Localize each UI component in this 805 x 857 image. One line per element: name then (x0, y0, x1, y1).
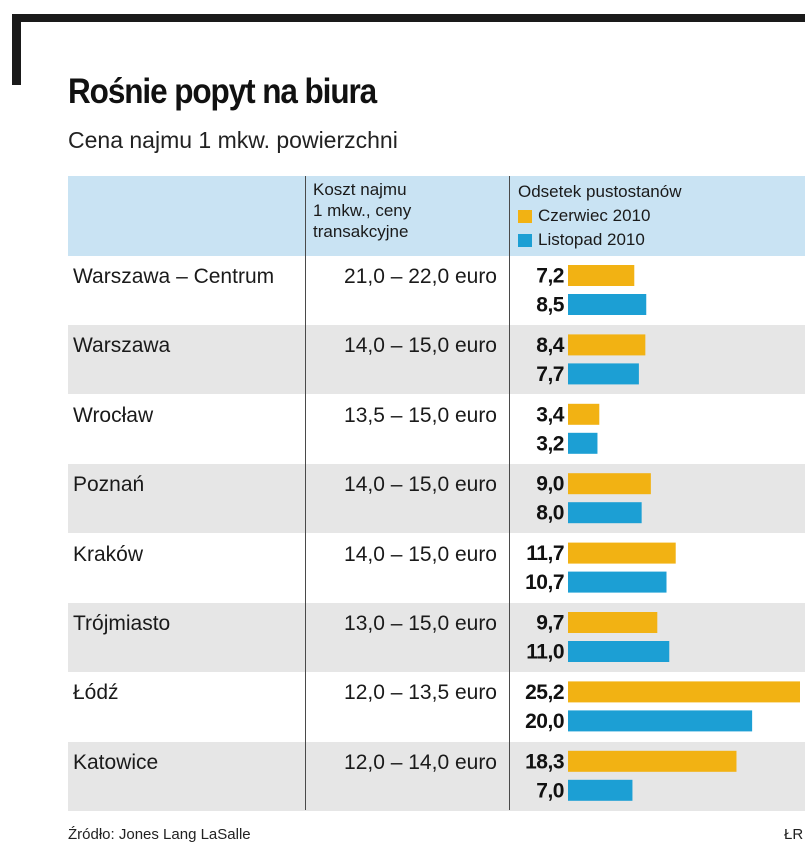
bar-november (568, 779, 633, 801)
city-label: Warszawa – Centrum (73, 265, 275, 288)
bar-june (568, 750, 737, 772)
price-value: 12,0 – 14,0 euro (344, 750, 497, 774)
city-label: Warszawa (73, 334, 171, 358)
source-note: Źródło: Jones Lang LaSalle (68, 826, 251, 843)
bar-november (568, 571, 667, 593)
bar-value-label: 8,0 (536, 502, 564, 525)
cost-column-header: Koszt najmu 1 mkw., ceny transakcyjne (313, 179, 411, 242)
price-value: 12,0 – 13,5 euro (344, 681, 497, 705)
legend-swatch-november (518, 233, 532, 247)
bar-value-label: 7,2 (536, 265, 564, 288)
bar-value-label: 7,0 (536, 779, 564, 802)
frame-top-rule (12, 14, 805, 22)
bar-june (568, 403, 600, 425)
bar-june (568, 265, 635, 286)
row-band (68, 603, 805, 672)
row-band (68, 325, 805, 395)
bar-november (568, 294, 647, 315)
bar-june (568, 473, 651, 495)
price-value: 14,0 – 15,0 euro (344, 473, 497, 497)
cost-header-line: Koszt najmu (313, 180, 407, 199)
vacancy-header-title: Odsetek pustostanów (518, 182, 682, 201)
bar-november (568, 710, 753, 732)
legend-item-november: Listopad 2010 (518, 228, 681, 252)
city-label: Trójmiasto (73, 612, 171, 635)
legend-swatch-june (518, 209, 532, 223)
city-label: Kraków (73, 542, 144, 566)
price-value: 21,0 – 22,0 euro (344, 265, 497, 288)
row-band (68, 464, 805, 534)
legend-item-june: Czerwiec 2010 (518, 204, 681, 228)
bar-value-label: 8,4 (536, 334, 565, 357)
column-divider-vacancy (509, 176, 510, 810)
price-value: 14,0 – 15,0 euro (344, 334, 497, 358)
bar-value-label: 11,0 (526, 641, 564, 664)
table-header-band (68, 176, 805, 256)
author-credit: ŁR (784, 826, 804, 843)
bar-value-label: 10,7 (525, 571, 564, 594)
bar-value-label: 18,3 (525, 750, 564, 773)
column-divider-cost (305, 176, 306, 810)
bar-value-label: 9,7 (536, 612, 564, 635)
bar-value-label: 8,5 (536, 294, 565, 317)
city-label: Łódź (73, 681, 119, 705)
city-label: Katowice (73, 750, 159, 774)
bar-november (568, 432, 598, 454)
price-value: 13,5 – 15,0 euro (344, 403, 497, 427)
city-label: Wrocław (73, 403, 154, 427)
frame-left-rule (12, 14, 21, 85)
legend-label-november: Listopad 2010 (538, 230, 645, 249)
chart-title: Rośnie popyt na biura (68, 72, 377, 111)
bar-value-label: 20,0 (525, 710, 564, 733)
vacancy-column-header: Odsetek pustostanów Czerwiec 2010 Listop… (518, 180, 681, 252)
bar-value-label: 11,7 (526, 542, 564, 565)
bar-value-label: 7,7 (536, 363, 564, 386)
bar-june (568, 681, 800, 703)
price-value: 14,0 – 15,0 euro (344, 542, 497, 566)
bar-november (568, 363, 639, 385)
bar-value-label: 25,2 (525, 681, 564, 704)
chart-subtitle: Cena najmu 1 mkw. powierzchni (68, 127, 398, 153)
cost-header-line: transakcyjne (313, 222, 409, 241)
bar-value-label: 9,0 (536, 473, 564, 496)
bar-june (568, 612, 658, 633)
cost-header-line: 1 mkw., ceny (313, 201, 412, 220)
bar-june (568, 542, 676, 564)
city-label: Poznań (73, 473, 145, 497)
bar-november (568, 502, 642, 524)
bar-value-label: 3,2 (536, 432, 564, 455)
price-value: 13,0 – 15,0 euro (344, 612, 497, 635)
bar-value-label: 3,4 (536, 403, 565, 426)
bar-november (568, 641, 670, 662)
bar-june (568, 334, 646, 356)
legend-label-june: Czerwiec 2010 (538, 206, 651, 225)
